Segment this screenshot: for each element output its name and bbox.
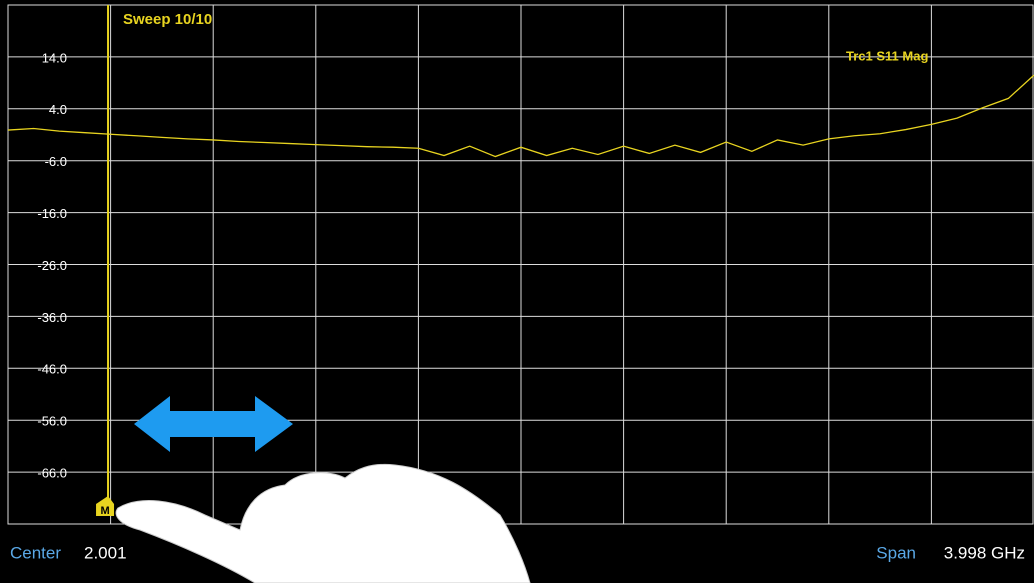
trace-label: Trc1 S11 Mag <box>846 48 928 63</box>
span-label: Span <box>876 543 916 562</box>
drag-arrow <box>134 396 293 452</box>
y-tick-label: -6.0 <box>45 154 67 169</box>
y-tick-label: -66.0 <box>37 466 67 481</box>
trace-line <box>7 74 1034 158</box>
span-value: 3.998 GHz <box>944 543 1025 562</box>
center-label: Center <box>10 543 61 562</box>
grid: 14.0 4.0 -6.0 -16.0 -26.0 -36.0 -46.0 -56.0 -66.… <box>7 4 1034 525</box>
y-tick-label: -56.0 <box>37 414 67 429</box>
y-tick-label: -36.0 <box>37 310 67 325</box>
y-tick-label: 4.0 <box>49 102 67 117</box>
center-value: 2.001 <box>84 543 127 562</box>
trace-layer: M <box>7 5 1034 517</box>
hand-gesture <box>115 463 531 583</box>
y-tick-label: 14.0 <box>42 50 67 65</box>
marker-label: M <box>100 505 109 517</box>
sweep-label: Sweep 10/10 <box>123 11 212 28</box>
y-tick-label: -16.0 <box>37 206 67 221</box>
y-tick-label: -26.0 <box>37 258 67 273</box>
y-tick-label: -46.0 <box>37 362 67 377</box>
marker-flag <box>96 496 115 516</box>
